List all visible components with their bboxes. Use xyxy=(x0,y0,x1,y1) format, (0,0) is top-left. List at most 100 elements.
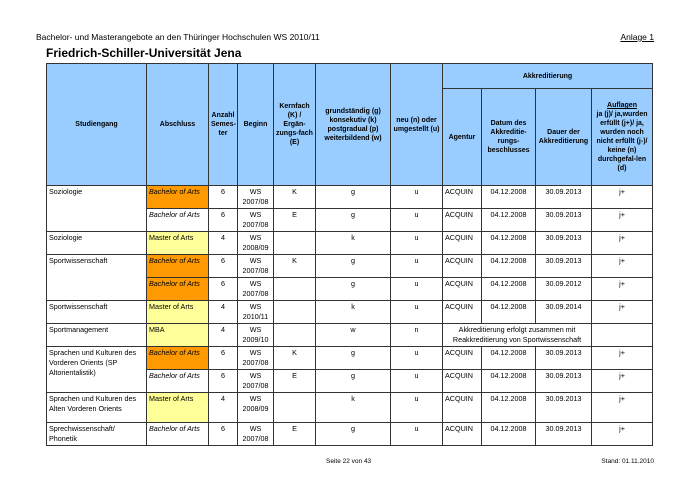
agentur-cell: ACQUIN xyxy=(442,208,482,232)
semester-cell: 4 xyxy=(208,323,238,347)
table-row: Sportmanagement MBA 4 WS 2009/10 w n Akkrediti… xyxy=(46,323,654,347)
auflagen-cell: j+ xyxy=(590,185,654,209)
art-cell: k xyxy=(315,231,391,255)
kernfach-cell xyxy=(273,300,316,324)
studiengang-cell: Soziologie xyxy=(46,185,147,232)
table-row: Sprachen und Kulturen des Alten Vorderen… xyxy=(46,392,654,423)
neu-cell: u xyxy=(390,254,443,278)
beginn-cell: WS 2007/08 xyxy=(237,208,274,232)
semester-cell: 6 xyxy=(208,369,238,393)
abschluss-cell: Bachelor of Arts xyxy=(146,346,209,370)
university-title: Friedrich-Schiller-Universität Jena xyxy=(46,46,242,60)
agentur-cell: ACQUIN xyxy=(442,392,482,423)
agentur-cell: ACQUIN xyxy=(442,231,482,255)
datum-cell: 04.12.2008 xyxy=(481,277,536,301)
dauer-cell: 30.09.2013 xyxy=(535,254,592,278)
datum-cell: 04.12.2008 xyxy=(481,346,536,370)
art-cell: g xyxy=(315,346,391,370)
kernfach-cell: K xyxy=(273,254,316,278)
beginn-cell: WS 2008/09 xyxy=(237,231,274,255)
art-cell: g xyxy=(315,185,391,209)
kernfach-cell: E xyxy=(273,422,316,446)
kernfach-cell xyxy=(273,277,316,301)
col-dauer: Dauer der Akkreditierung xyxy=(535,88,592,186)
agentur-cell: ACQUIN xyxy=(442,300,482,324)
studiengang-cell: Soziologie xyxy=(46,231,147,255)
datum-cell: 04.12.2008 xyxy=(481,185,536,209)
akkreditierung-note: Akkreditierung erfolgt zusammen mit Reak… xyxy=(442,323,592,347)
semester-cell: 6 xyxy=(208,346,238,370)
semester-cell: 6 xyxy=(208,185,238,209)
semester-cell: 6 xyxy=(208,208,238,232)
datum-cell: 04.12.2008 xyxy=(481,392,536,423)
semester-cell: 4 xyxy=(208,231,238,255)
abschluss-cell: Bachelor of Arts xyxy=(146,277,209,301)
datum-cell: 04.12.2008 xyxy=(481,300,536,324)
agentur-cell: ACQUIN xyxy=(442,369,482,393)
dauer-cell: 30.09.2013 xyxy=(535,392,592,423)
auflagen-cell: j+ xyxy=(590,277,654,301)
beginn-cell: WS 2007/08 xyxy=(237,369,274,393)
col-auflagen: Auflagen ja (j)/ ja,wurden erfüllt (j+)/ … xyxy=(590,88,654,186)
datum-cell: 04.12.2008 xyxy=(481,369,536,393)
agentur-cell: ACQUIN xyxy=(442,185,482,209)
auflagen-cell: j+ xyxy=(590,300,654,324)
kernfach-cell: K xyxy=(273,346,316,370)
neu-cell: u xyxy=(390,346,443,370)
auflagen-cell: j+ xyxy=(590,369,654,393)
abschluss-cell: Bachelor of Arts xyxy=(146,254,209,278)
document-header-title: Bachelor- und Masterangebote an den Thür… xyxy=(36,32,320,42)
neu-cell: u xyxy=(390,208,443,232)
dauer-cell: 30.09.2013 xyxy=(535,422,592,446)
page-number: Seite 22 von 43 xyxy=(326,458,372,465)
neu-cell: u xyxy=(390,185,443,209)
agentur-cell: ACQUIN xyxy=(442,277,482,301)
auflagen-cell: j+ xyxy=(590,231,654,255)
anlage-label: Anlage 1 xyxy=(620,32,654,42)
auflagen-legend: ja (j)/ ja,wurden erfüllt (j+)/ ja, wurd… xyxy=(596,111,648,172)
kernfach-cell xyxy=(273,323,316,347)
beginn-cell: WS 2009/10 xyxy=(237,323,274,347)
dauer-cell: 30.09.2012 xyxy=(535,277,592,301)
beginn-cell: WS 2008/09 xyxy=(237,392,274,423)
dauer-cell: 30.09.2013 xyxy=(535,208,592,232)
table-row: Sportwissenschaft Master of Arts 4 WS 2010/… xyxy=(46,300,654,324)
beginn-cell: WS 2010/11 xyxy=(237,300,274,324)
abschluss-cell: MBA xyxy=(146,323,209,347)
kernfach-cell: E xyxy=(273,369,316,393)
col-agentur: Agentur xyxy=(442,88,482,186)
col-semester: Anzahl Semes-ter xyxy=(208,63,238,186)
neu-cell: u xyxy=(390,231,443,255)
beginn-cell: WS 2007/08 xyxy=(237,422,274,446)
neu-cell: u xyxy=(390,277,443,301)
agentur-cell: ACQUIN xyxy=(442,254,482,278)
abschluss-cell: Bachelor of Arts xyxy=(146,208,209,232)
dauer-cell: 30.09.2013 xyxy=(535,185,592,209)
programs-table: Studiengang Abschluss Anzahl Semes-ter B… xyxy=(46,63,654,446)
studiengang-cell: Sprachen und Kulturen des Vorderen Orien… xyxy=(46,346,147,393)
abschluss-cell: Bachelor of Arts xyxy=(146,185,209,209)
semester-cell: 6 xyxy=(208,277,238,301)
studiengang-cell: Sprachen und Kulturen des Alten Vorderen… xyxy=(46,392,147,423)
kernfach-cell xyxy=(273,231,316,255)
semester-cell: 4 xyxy=(208,392,238,423)
dauer-cell: 30.09.2013 xyxy=(535,231,592,255)
datum-cell: 04.12.2008 xyxy=(481,231,536,255)
auflagen-cell: j+ xyxy=(590,346,654,370)
art-cell: g xyxy=(315,369,391,393)
abschluss-cell: Bachelor of Arts xyxy=(146,422,209,446)
studiengang-cell: Sportmanagement xyxy=(46,323,147,347)
art-cell: w xyxy=(315,323,391,347)
beginn-cell: WS 2007/08 xyxy=(237,346,274,370)
table-row: Sprachen und Kulturen des Vorderen Orien… xyxy=(46,346,654,393)
agentur-cell: ACQUIN xyxy=(442,346,482,370)
col-beginn: Beginn xyxy=(237,63,274,186)
kernfach-cell: E xyxy=(273,208,316,232)
datum-cell: 04.12.2008 xyxy=(481,422,536,446)
studiengang-cell: Sprechwissenschaft/ Phonetik xyxy=(46,422,147,446)
datum-cell: 04.12.2008 xyxy=(481,254,536,278)
studiengang-cell: Sportwissenschaft xyxy=(46,300,147,324)
table-row: Soziologie Master of Arts 4 WS 2008/09 k u ACQ… xyxy=(46,231,654,255)
